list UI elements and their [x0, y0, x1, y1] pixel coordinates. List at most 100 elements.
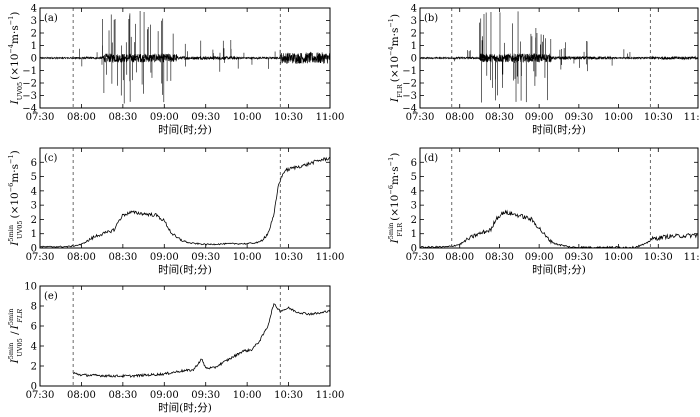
- x-tick-label: 09:30: [564, 252, 593, 263]
- x-tick-label: 09:30: [191, 112, 220, 123]
- y-tick-label: −4: [402, 104, 417, 115]
- x-tick-label: 07:30: [406, 112, 435, 123]
- x-axis-title: 时间(时;分): [532, 263, 586, 276]
- x-tick-label: 08:30: [108, 390, 137, 401]
- x-axis-title: 时间(时;分): [158, 123, 212, 136]
- y-tick-label: 5: [31, 172, 37, 183]
- data-series: [72, 303, 331, 379]
- x-axis-title: 时间(时;分): [158, 401, 212, 414]
- x-tick-label: 08:00: [445, 112, 474, 123]
- y-axis-title: I5minUV05(×10−6m·s−1): [7, 150, 24, 246]
- y-tick-label: 0: [31, 244, 37, 255]
- panel-b: −4 −3−2 −10 12 34 07:30 08:00 08:30 09:00 09:30 10…: [387, 4, 700, 137]
- y-tick-label: 2: [411, 215, 417, 226]
- x-tick-label: 09:00: [150, 390, 179, 401]
- y-tick-label: 10: [24, 282, 37, 293]
- x-tick-label: 07:30: [26, 390, 55, 401]
- y-axis-title: I5minUV05 /I5minFLR: [7, 309, 24, 365]
- y-tick-label: 6: [31, 322, 37, 333]
- y-tick-label: 3: [31, 201, 37, 212]
- y-tick-label: −3: [402, 91, 417, 102]
- y-tick-label: 2: [31, 29, 37, 40]
- x-tick-label: 09:30: [191, 252, 220, 263]
- x-tick-label: 09:00: [150, 112, 179, 123]
- y-tick-label: −4: [22, 104, 37, 115]
- x-tick-label: 07:30: [26, 112, 55, 123]
- x-tick-label: 10:00: [233, 112, 262, 123]
- data-series: [39, 11, 331, 104]
- x-tick-label: 11:00: [684, 252, 700, 263]
- y-tick-label: 6: [411, 158, 417, 169]
- x-tick-label: 09:30: [191, 390, 220, 401]
- axes-frame: [39, 285, 331, 387]
- panel-d: 0 1 2 3 4 5 6 07:30 08:00 08:30 09:00 09:30 10:00 10:…: [387, 147, 700, 276]
- y-tick-label: 3: [411, 16, 417, 27]
- y-tick-label: 1: [31, 229, 37, 240]
- y-tick-label: 0: [31, 382, 37, 393]
- panel-label: (a): [44, 13, 58, 24]
- x-tick-label: 07:30: [406, 252, 435, 263]
- y-tick-label: 0: [411, 244, 417, 255]
- x-tick-label: 10:30: [274, 390, 303, 401]
- x-tick-label: 11:00: [316, 112, 345, 123]
- x-tick-label: 10:30: [644, 252, 673, 263]
- y-tick-label: −2: [22, 79, 37, 90]
- y-tick-label: 6: [31, 158, 37, 169]
- data-series: [39, 156, 331, 248]
- panel-label: (c): [44, 153, 58, 164]
- y-tick-label: 3: [411, 201, 417, 212]
- x-axis-title: 时间(时;分): [532, 123, 586, 136]
- y-tick-label: 4: [31, 342, 37, 353]
- x-tick-label: 10:00: [233, 390, 262, 401]
- x-tick-label: 10:30: [644, 112, 673, 123]
- x-tick-label: 10:30: [274, 252, 303, 263]
- x-tick-label: 11:00: [316, 390, 345, 401]
- x-tick-label: 08:30: [108, 252, 137, 263]
- x-tick-label: 08:30: [485, 252, 514, 263]
- axes-frame: [39, 147, 331, 249]
- x-tick-label: 11:00: [684, 112, 700, 123]
- panel-a: −4 −3−2 −10 12 34 07:30 08:00 08:30 09:00 09:30 10…: [7, 4, 344, 137]
- y-tick-label: −1: [22, 66, 37, 77]
- x-tick-label: 10:00: [604, 252, 633, 263]
- axes-frame: [419, 147, 699, 249]
- x-tick-label: 09:30: [564, 112, 593, 123]
- y-tick-label: −3: [22, 91, 37, 102]
- y-tick-label: 2: [31, 362, 37, 373]
- data-series: [420, 11, 699, 103]
- y-tick-label: 1: [411, 41, 417, 52]
- y-tick-label: 3: [31, 16, 37, 27]
- x-tick-label: 08:00: [445, 252, 474, 263]
- panel-label: (e): [44, 291, 58, 302]
- x-tick-label: 08:30: [485, 112, 514, 123]
- y-tick-label: 4: [31, 4, 37, 15]
- y-tick-label: 4: [411, 186, 417, 197]
- y-tick-label: 8: [31, 302, 37, 313]
- y-tick-label: −1: [402, 66, 417, 77]
- y-tick-label: 5: [411, 172, 417, 183]
- y-tick-label: 1: [31, 41, 37, 52]
- x-tick-label: 08:00: [67, 252, 96, 263]
- y-tick-label: 4: [411, 4, 417, 15]
- y-tick-label: 0: [31, 54, 37, 65]
- x-tick-label: 09:00: [525, 252, 554, 263]
- y-tick-label: 2: [31, 215, 37, 226]
- x-tick-label: 10:30: [274, 112, 303, 123]
- x-tick-label: 08:00: [67, 390, 96, 401]
- y-tick-label: −2: [402, 79, 417, 90]
- x-tick-label: 10:00: [233, 252, 262, 263]
- x-tick-label: 08:30: [108, 112, 137, 123]
- x-tick-label: 09:00: [150, 252, 179, 263]
- y-tick-label: 1: [411, 229, 417, 240]
- x-tick-label: 09:00: [525, 112, 554, 123]
- x-tick-label: 11:00: [316, 252, 345, 263]
- x-axis-title: 时间(时;分): [158, 263, 212, 276]
- y-tick-label: 2: [411, 29, 417, 40]
- x-tick-label: 10:00: [604, 112, 633, 123]
- x-tick-label: 07:30: [26, 252, 55, 263]
- y-tick-label: 4: [31, 186, 37, 197]
- y-axis-title: IFLR(×10−4m·s−1): [387, 14, 404, 103]
- x-tick-label: 08:00: [67, 112, 96, 123]
- y-axis-title: IUV05(×10−4m·s−1): [7, 12, 24, 106]
- y-axis-title: I5minFLR(×10−6m·s−1): [387, 153, 404, 245]
